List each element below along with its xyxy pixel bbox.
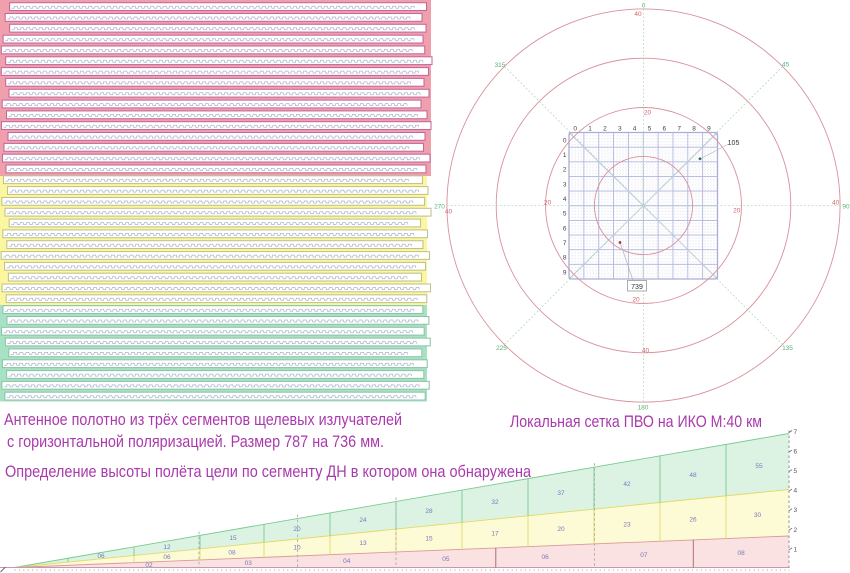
svg-text:20: 20 <box>644 110 652 117</box>
svg-text:Антенное полотно из трёх сегме: Антенное полотно из трёх сегментов щелев… <box>4 410 402 429</box>
svg-text:40: 40 <box>634 11 642 18</box>
svg-text:90: 90 <box>842 203 850 210</box>
svg-text:23: 23 <box>623 521 631 528</box>
svg-text:105: 105 <box>728 140 740 147</box>
svg-text:06: 06 <box>97 553 105 560</box>
svg-text:0: 0 <box>563 137 567 144</box>
svg-text:26: 26 <box>689 517 697 524</box>
svg-text:135: 135 <box>782 345 793 352</box>
svg-text:15: 15 <box>425 535 433 542</box>
svg-text:32: 32 <box>491 499 499 506</box>
svg-text:10: 10 <box>293 545 301 552</box>
svg-text:8: 8 <box>563 255 567 262</box>
svg-text:48: 48 <box>689 472 697 479</box>
svg-text:55: 55 <box>755 463 763 470</box>
svg-text:03: 03 <box>245 560 253 567</box>
svg-text:Локальная сетка ПВО на ИКО М:4: Локальная сетка ПВО на ИКО М:40 км <box>510 412 762 431</box>
svg-text:7: 7 <box>677 126 681 133</box>
svg-text:1: 1 <box>563 152 567 159</box>
svg-text:4: 4 <box>794 488 798 495</box>
svg-text:06: 06 <box>542 554 550 561</box>
svg-text:08: 08 <box>738 550 746 557</box>
svg-text:4: 4 <box>563 196 567 203</box>
svg-text:07: 07 <box>640 552 648 559</box>
svg-text:270: 270 <box>434 203 445 210</box>
svg-text:42: 42 <box>623 481 631 488</box>
svg-text:7: 7 <box>794 429 798 436</box>
svg-text:8: 8 <box>692 126 696 133</box>
svg-text:15: 15 <box>229 535 237 542</box>
svg-text:4: 4 <box>633 126 637 133</box>
svg-text:20: 20 <box>544 200 552 207</box>
svg-text:225: 225 <box>496 345 507 352</box>
svg-text:30: 30 <box>754 512 762 519</box>
svg-text:45: 45 <box>782 62 790 69</box>
svg-text:3: 3 <box>563 181 567 188</box>
svg-text:9: 9 <box>707 126 711 133</box>
svg-text:315: 315 <box>495 62 506 69</box>
svg-text:6: 6 <box>662 126 666 133</box>
svg-text:1: 1 <box>588 126 592 133</box>
svg-text:12: 12 <box>163 544 171 551</box>
svg-text:04: 04 <box>343 558 351 565</box>
svg-text:08: 08 <box>228 549 236 556</box>
svg-text:6: 6 <box>563 225 567 232</box>
svg-text:40: 40 <box>642 348 650 355</box>
svg-text:37: 37 <box>557 490 565 497</box>
svg-text:3: 3 <box>794 507 798 514</box>
svg-text:180: 180 <box>638 405 649 412</box>
svg-text:7: 7 <box>563 240 567 247</box>
svg-text:17: 17 <box>491 531 499 538</box>
svg-text:5: 5 <box>794 468 798 475</box>
svg-text:1: 1 <box>794 546 798 553</box>
svg-text:2: 2 <box>563 167 567 174</box>
svg-text:02: 02 <box>145 562 153 569</box>
svg-text:9: 9 <box>563 269 567 276</box>
svg-text:06: 06 <box>163 554 171 561</box>
svg-text:05: 05 <box>442 556 450 563</box>
svg-text:Определение высоты полёта цели: Определение высоты полёта цели по сегмен… <box>5 462 531 481</box>
svg-text:2: 2 <box>794 527 798 534</box>
svg-text:24: 24 <box>359 517 367 524</box>
svg-text:13: 13 <box>359 540 367 547</box>
svg-text:3: 3 <box>618 126 622 133</box>
svg-text:40: 40 <box>445 209 453 216</box>
svg-text:20: 20 <box>733 208 741 215</box>
svg-text:5: 5 <box>648 126 652 133</box>
svg-text:0: 0 <box>642 3 646 10</box>
svg-text:20: 20 <box>293 526 301 533</box>
svg-text:6: 6 <box>794 449 798 456</box>
svg-text:с горизонтальной поляризацией.: с горизонтальной поляризацией. Размер 78… <box>7 432 384 451</box>
svg-text:0: 0 <box>573 126 577 133</box>
svg-text:20: 20 <box>632 297 640 304</box>
svg-text:40: 40 <box>832 200 840 207</box>
svg-text:5: 5 <box>563 211 567 218</box>
svg-text:28: 28 <box>425 508 433 515</box>
svg-text:739: 739 <box>631 284 643 291</box>
svg-text:2: 2 <box>603 126 607 133</box>
svg-text:20: 20 <box>557 526 565 533</box>
